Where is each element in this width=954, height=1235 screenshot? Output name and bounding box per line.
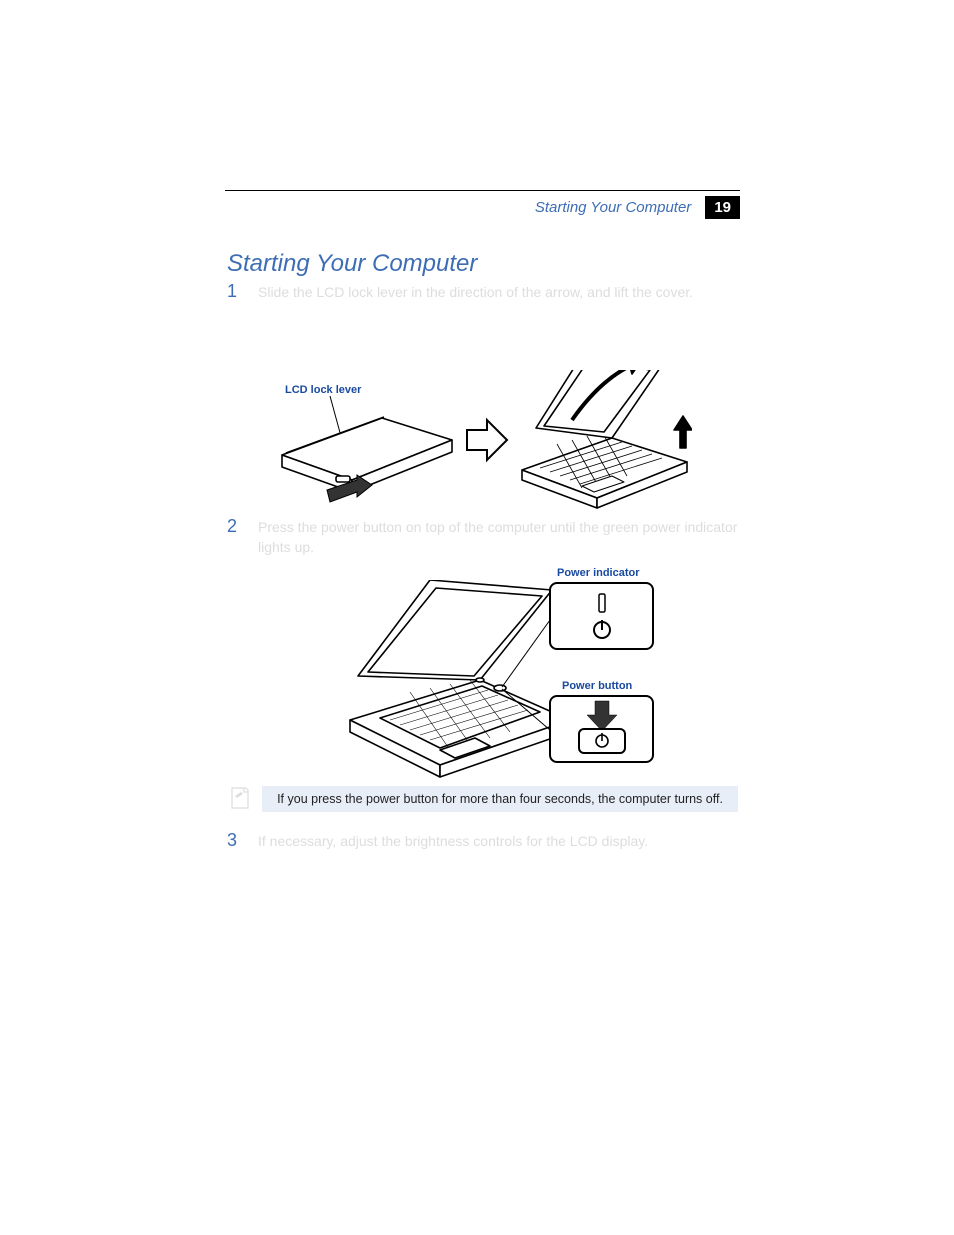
step-3-text: If necessary, adjust the brightness cont… <box>258 831 738 851</box>
step-2-text: Press the power button on top of the com… <box>258 517 738 558</box>
page-title: Starting Your Computer <box>227 250 477 278</box>
page-number: 19 <box>705 196 740 219</box>
closed-laptop-icon: VAIO <box>272 417 452 509</box>
power-indicator-label: Power indicator <box>557 567 640 579</box>
power-indicator-callout <box>549 582 654 650</box>
power-indicator-icon <box>572 588 632 644</box>
step-1-number: 1 <box>227 281 237 302</box>
figure-open-lid: VAIO <box>272 370 692 520</box>
step-2-number: 2 <box>227 516 237 537</box>
open-laptop-front-icon <box>350 580 570 777</box>
note-bar: If you press the power button for more t… <box>262 786 738 812</box>
power-button-callout <box>549 695 654 763</box>
header-rule <box>225 190 740 191</box>
step-3-number: 3 <box>227 830 237 851</box>
step-1-text: Slide the LCD lock lever in the directio… <box>258 282 738 302</box>
open-laptop-icon <box>522 370 692 508</box>
running-head: Starting Your Computer <box>535 199 691 216</box>
power-button-icon <box>557 699 647 759</box>
page-header: Starting Your Computer 19 <box>225 196 740 219</box>
transition-arrow-icon <box>467 420 507 460</box>
lift-arrow-icon <box>674 416 692 448</box>
note-text: If you press the power button for more t… <box>277 792 723 806</box>
note-icon <box>230 786 250 810</box>
